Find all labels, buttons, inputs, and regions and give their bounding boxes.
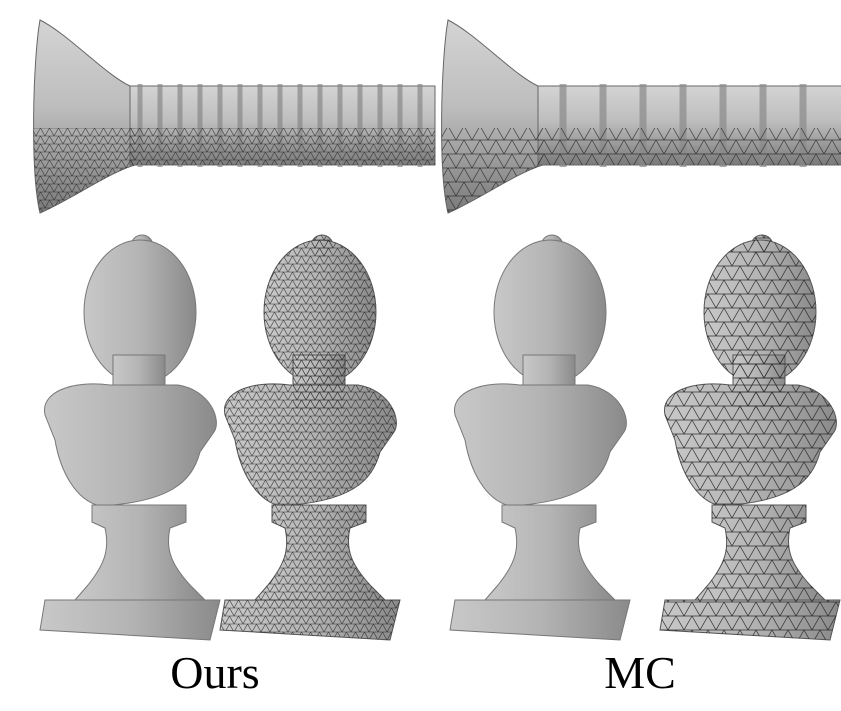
label-ours: Ours bbox=[170, 647, 259, 698]
bust-ours-mesh bbox=[219, 234, 401, 641]
screw-ours bbox=[33, 19, 436, 214]
bust-mc-shaded bbox=[449, 234, 631, 641]
bust-mc-mesh bbox=[659, 234, 841, 641]
screw-mc bbox=[441, 19, 841, 214]
bust-ours-shaded bbox=[39, 234, 221, 641]
label-mc: MC bbox=[604, 647, 676, 698]
